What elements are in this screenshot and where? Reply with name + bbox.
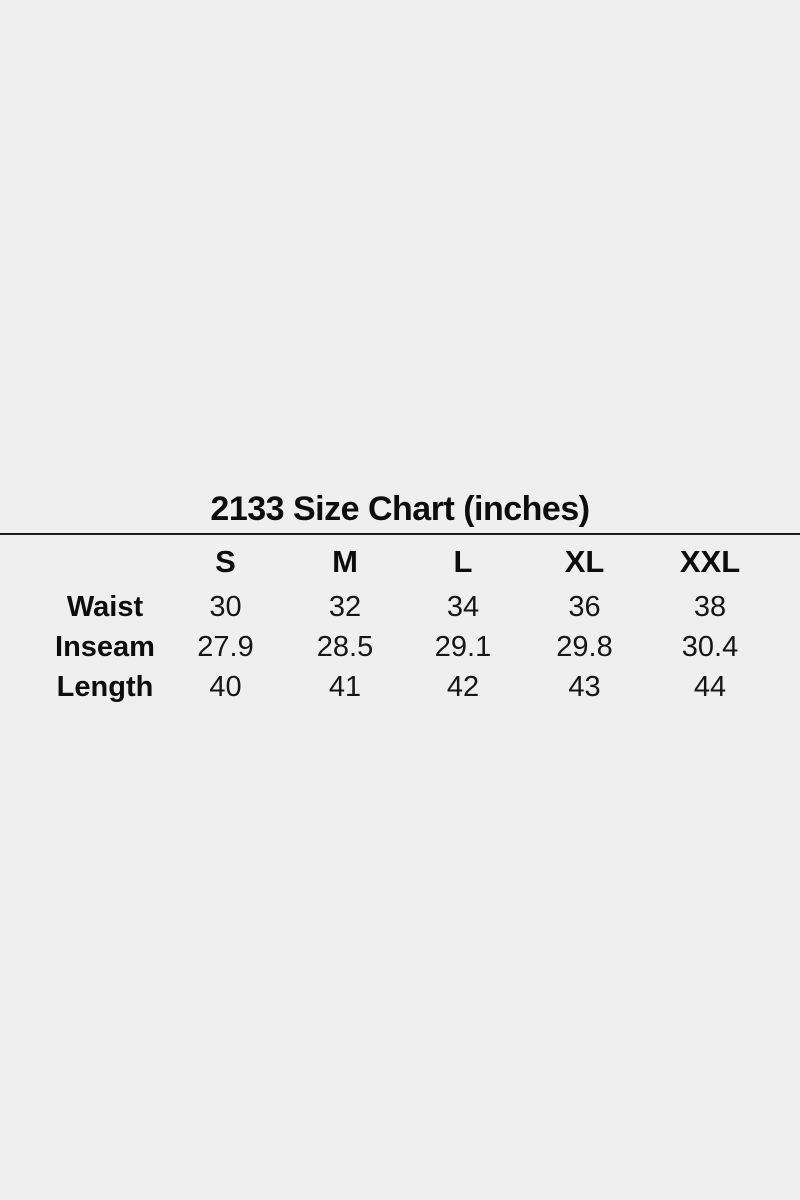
waist-value-s: 30	[209, 590, 242, 623]
inseam-value-s: 27.9	[197, 630, 254, 663]
inseam-value-xxl: 30.4	[681, 630, 739, 663]
row-label-inseam: Inseam	[55, 630, 155, 663]
size-table: S M L XL XXL Waist 30 32 34 36 38 Inseam…	[0, 535, 800, 707]
column-header-l: L	[453, 543, 473, 579]
row-label-waist: Waist	[66, 590, 144, 623]
waist-value-xxl: 38	[693, 590, 727, 623]
size-chart-title: 2133 Size Chart (inches)	[210, 490, 590, 528]
length-value-xxl: 44	[693, 670, 727, 703]
column-header-xl: XL	[564, 543, 605, 579]
title-divider-rule	[0, 533, 800, 535]
length-value-m: 41	[328, 670, 362, 703]
corner-cell	[0, 535, 165, 587]
waist-value-m: 32	[328, 590, 362, 623]
length-value-xl: 43	[568, 670, 601, 703]
length-value-s: 40	[209, 670, 242, 703]
row-label-length: Length	[56, 670, 154, 703]
length-value-l: 42	[446, 670, 480, 703]
column-header-m: M	[332, 543, 358, 579]
waist-value-xl: 36	[568, 590, 601, 623]
column-header-s: S	[215, 543, 236, 579]
inseam-value-xl: 29.8	[556, 630, 613, 663]
inseam-value-l: 29.1	[434, 630, 492, 663]
column-header-xxl: XXL	[679, 543, 741, 579]
waist-value-l: 34	[446, 590, 480, 623]
inseam-value-m: 28.5	[316, 630, 374, 663]
size-chart: 2133 Size Chart (inches) S M L XL XXL Wa…	[0, 490, 800, 707]
